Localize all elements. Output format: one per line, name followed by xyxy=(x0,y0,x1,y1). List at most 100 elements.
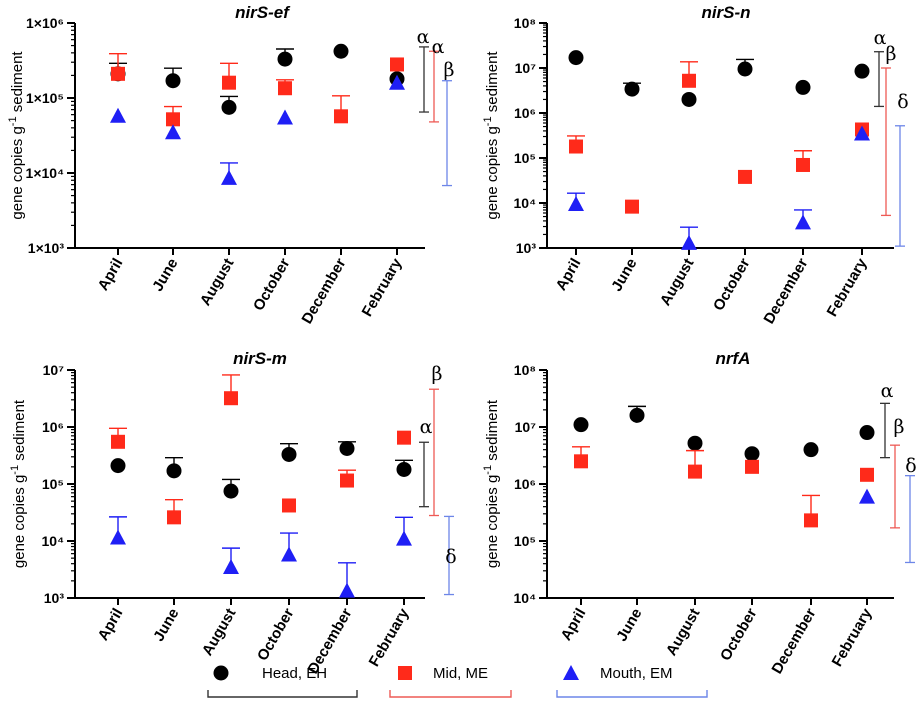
x-tick-label: February xyxy=(366,605,413,670)
y-tick-label: 1×10⁶ xyxy=(26,15,64,31)
data-point xyxy=(859,425,875,441)
data-point xyxy=(682,73,696,88)
data-point xyxy=(574,454,588,469)
data-point xyxy=(573,417,589,433)
x-tick-label: February xyxy=(829,605,876,670)
series-circle xyxy=(110,440,413,499)
x-tick-label: December xyxy=(768,605,819,676)
x-tick-label: August xyxy=(657,256,698,309)
data-point xyxy=(803,442,819,458)
data-point xyxy=(854,125,870,141)
y-tick-label: 10⁷ xyxy=(43,362,65,378)
legend-item: Head, EH xyxy=(207,665,358,698)
legend-item: Mouth, EM xyxy=(556,665,708,698)
data-point xyxy=(333,43,349,59)
data-point xyxy=(795,79,811,95)
chart-title-gene: nirS xyxy=(235,3,269,22)
chart-title: nrfA xyxy=(716,349,751,368)
data-point xyxy=(281,546,297,562)
y-axis-label-main: gene copies g xyxy=(9,126,26,219)
x-tick-label: June xyxy=(150,606,182,645)
significance-letter: α xyxy=(881,380,894,402)
x-tick-label: October xyxy=(254,605,298,663)
y-tick-label: 10⁸ xyxy=(514,362,536,378)
chart-title-suffix: -m xyxy=(266,349,287,368)
legend-item: Mid, ME xyxy=(389,665,512,698)
series-circle xyxy=(109,43,405,115)
data-point xyxy=(110,529,126,545)
data-point xyxy=(223,483,239,499)
x-tick-label: April xyxy=(95,256,127,294)
data-point xyxy=(396,530,412,546)
data-point xyxy=(389,74,405,90)
y-axis-label-tail: sediment xyxy=(484,399,501,465)
data-point xyxy=(569,139,583,154)
chart-title: nirS-ef xyxy=(235,3,291,22)
panel-nirs-n: 10³ 10⁴ 10⁵ 10⁶ 10⁷ 10⁸ April June August October… xyxy=(482,3,909,327)
legend-bracket xyxy=(556,690,708,698)
x-tick-label: February xyxy=(824,255,871,320)
data-point xyxy=(737,61,753,77)
data-point xyxy=(166,112,180,127)
data-point xyxy=(681,234,697,250)
data-point xyxy=(681,91,697,107)
chart-title-suffix: -ef xyxy=(268,3,291,22)
legend-bracket xyxy=(207,690,358,698)
chart-title-gene: nrfA xyxy=(716,349,751,368)
y-axis-label-main: gene copies g xyxy=(484,475,501,568)
series-triangle xyxy=(109,516,413,598)
x-tick-label: October xyxy=(710,255,754,313)
significance-letter: α xyxy=(432,36,445,58)
data-point xyxy=(278,81,292,96)
x-tick-label: December xyxy=(760,255,811,326)
y-axis-label-tail: sediment xyxy=(11,399,28,465)
y-tick-label: 10⁴ xyxy=(514,195,537,211)
significance-letter: α xyxy=(417,26,430,48)
data-point xyxy=(165,73,181,89)
data-point xyxy=(744,446,760,462)
y-tick-label: 10⁴ xyxy=(42,533,65,549)
data-point xyxy=(282,498,296,513)
data-point xyxy=(796,157,810,172)
data-point xyxy=(167,510,181,525)
data-point xyxy=(625,199,639,214)
y-axis-label-sup: -1 xyxy=(482,465,494,475)
series-triangle xyxy=(567,125,870,250)
data-point xyxy=(223,558,239,574)
y-tick-label: 10⁵ xyxy=(42,476,64,492)
y-tick-label: 10⁴ xyxy=(514,590,537,606)
y-tick-label: 10⁷ xyxy=(515,419,537,435)
significance-letter: β xyxy=(886,43,897,65)
data-point xyxy=(745,459,759,474)
data-point xyxy=(795,214,811,230)
data-point xyxy=(854,63,870,79)
y-axis-label-sup: -1 xyxy=(7,116,19,126)
series-square xyxy=(109,374,411,525)
y-axis-label-sup: -1 xyxy=(482,116,494,126)
data-point xyxy=(281,446,297,462)
panel-nrfa: 10⁴ 10⁵ 10⁶ 10⁷ 10⁸ April June August October Dec… xyxy=(482,349,917,677)
significance-letter: β xyxy=(894,416,905,438)
data-point xyxy=(396,461,412,477)
data-point xyxy=(340,473,354,488)
data-point xyxy=(568,196,584,212)
legend: Head, EH Mid, ME Mouth, EM xyxy=(207,665,708,698)
data-point xyxy=(222,75,236,90)
chart-title: nirS-m xyxy=(233,349,287,368)
y-axis-label: gene copies g-1 sediment xyxy=(482,399,501,568)
x-tick-label: June xyxy=(613,606,645,645)
y-axis-label-sup: -1 xyxy=(9,465,21,475)
y-axis-label: gene copies g-1 sediment xyxy=(7,51,26,220)
y-axis-label: gene copies g-1 sediment xyxy=(482,51,501,220)
data-point xyxy=(629,407,645,423)
data-point xyxy=(397,430,411,445)
y-axis-label-tail: sediment xyxy=(9,51,26,117)
data-point xyxy=(804,513,818,528)
legend-label: Mouth, EM xyxy=(600,665,673,682)
x-tick-label: December xyxy=(298,255,349,326)
data-point xyxy=(165,124,181,140)
series-square xyxy=(109,52,404,127)
legend-marker xyxy=(563,665,579,680)
significance-letter: β xyxy=(432,363,443,385)
